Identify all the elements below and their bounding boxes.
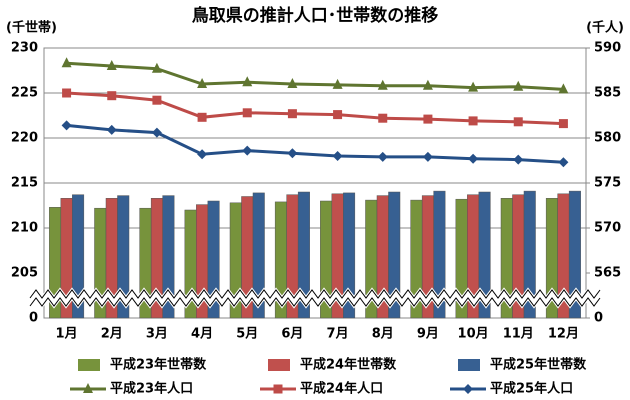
- point: [513, 80, 524, 91]
- x-tick-label: 12月: [548, 327, 579, 342]
- axis-break: [29, 297, 601, 307]
- point: [558, 157, 569, 168]
- x-tick-label: 4月: [191, 327, 213, 342]
- point: [151, 62, 162, 73]
- legend-label: 平成25年世帯数: [490, 357, 587, 373]
- bar: [478, 191, 491, 319]
- point: [61, 120, 72, 131]
- point: [422, 151, 433, 162]
- point: [468, 81, 479, 92]
- point: [197, 78, 208, 88]
- x-tick-label: 10月: [458, 327, 489, 342]
- point: [332, 151, 343, 161]
- point: [422, 79, 433, 90]
- chart-title: 鳥取県の推計人口･世帯数の推移: [192, 5, 439, 26]
- bar: [252, 192, 265, 319]
- point: [62, 88, 72, 98]
- x-tick-label: 2月: [101, 327, 123, 342]
- legend-marker: [273, 384, 283, 394]
- bar: [343, 192, 356, 319]
- y2-tick-label: 580: [594, 131, 621, 146]
- legend-label: 平成23年世帯数: [110, 357, 207, 373]
- y-axis-label: (千世帯): [6, 20, 57, 36]
- y-tick-label: 205: [11, 266, 38, 281]
- point: [377, 151, 388, 162]
- legend-swatch: [268, 359, 290, 371]
- legend-label: 平成23年人口: [110, 381, 193, 397]
- point: [333, 110, 343, 120]
- axis-break: [29, 289, 601, 299]
- bar: [433, 190, 446, 319]
- point: [106, 124, 117, 135]
- y-tick-label: 0: [29, 311, 38, 326]
- point: [513, 117, 523, 127]
- x-tick-label: 3月: [146, 327, 168, 342]
- y-tick-label: 215: [11, 176, 38, 191]
- point: [558, 83, 569, 94]
- bar: [297, 191, 310, 319]
- y2-tick-label: 590: [594, 41, 621, 56]
- bar: [72, 194, 85, 319]
- y-tick-label: 230: [11, 41, 38, 56]
- y2-tick-label: 575: [594, 176, 621, 191]
- bar: [568, 190, 581, 319]
- legend-swatch: [458, 359, 480, 371]
- bar: [523, 190, 536, 319]
- point: [197, 112, 207, 122]
- y-tick-label: 210: [11, 221, 38, 236]
- legend-label: 平成24年人口: [300, 381, 383, 397]
- point: [287, 148, 298, 159]
- legend-label: 平成24年世帯数: [300, 357, 397, 373]
- point: [287, 109, 297, 119]
- x-tick-label: 6月: [281, 327, 303, 342]
- x-tick-label: 1月: [56, 327, 78, 342]
- point: [287, 78, 298, 88]
- y-tick-label: 220: [11, 131, 38, 146]
- bar: [207, 200, 220, 319]
- x-tick-label: 11月: [503, 327, 534, 342]
- point: [513, 154, 524, 165]
- x-tick-label: 5月: [236, 327, 258, 342]
- point: [468, 116, 478, 126]
- point: [152, 95, 162, 105]
- bar: [117, 195, 130, 319]
- point: [558, 119, 568, 129]
- y2-tick-label: 585: [594, 86, 621, 101]
- point: [197, 149, 208, 160]
- x-tick-label: 8月: [372, 327, 394, 342]
- y2-axis-label: (千人): [586, 20, 624, 36]
- point: [378, 113, 388, 123]
- point: [423, 114, 433, 124]
- y-tick-label: 225: [11, 86, 38, 101]
- point: [242, 76, 253, 87]
- point: [377, 79, 388, 90]
- point: [242, 108, 252, 118]
- point: [242, 145, 253, 156]
- legend-swatch: [78, 359, 100, 371]
- point: [468, 153, 479, 164]
- line: [66, 91, 564, 126]
- y2-tick-label: 570: [594, 221, 621, 236]
- bar: [162, 195, 175, 319]
- axis-break: [26, 287, 604, 309]
- point: [106, 60, 117, 70]
- x-tick-label: 7月: [327, 327, 349, 342]
- legend-marker: [83, 383, 93, 393]
- point: [107, 91, 117, 101]
- y2-tick-label: 565: [594, 266, 621, 281]
- legend-marker: [463, 384, 473, 394]
- point: [61, 57, 72, 68]
- x-tick-label: 9月: [417, 327, 439, 342]
- bar: [388, 191, 401, 319]
- line: [66, 61, 564, 91]
- line: [66, 123, 564, 164]
- y2-tick-label: 0: [594, 311, 603, 326]
- legend-label: 平成25年人口: [490, 381, 573, 397]
- point: [151, 127, 162, 138]
- point: [332, 78, 343, 89]
